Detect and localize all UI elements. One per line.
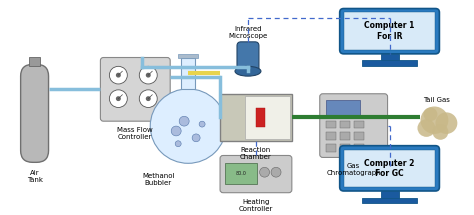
Circle shape xyxy=(171,126,181,136)
FancyBboxPatch shape xyxy=(220,155,292,193)
Text: Infrared
Microscope: Infrared Microscope xyxy=(228,26,268,39)
FancyBboxPatch shape xyxy=(237,42,259,71)
FancyBboxPatch shape xyxy=(100,58,170,121)
Bar xyxy=(340,144,350,152)
FancyBboxPatch shape xyxy=(340,146,439,191)
Circle shape xyxy=(146,73,151,78)
Text: Computer 2
For GC: Computer 2 For GC xyxy=(365,159,415,178)
Bar xyxy=(340,120,350,128)
Text: 80.0: 80.0 xyxy=(236,171,246,176)
Ellipse shape xyxy=(235,66,261,76)
Bar xyxy=(245,96,290,139)
Circle shape xyxy=(423,108,438,121)
Bar xyxy=(326,144,336,152)
Bar xyxy=(181,58,195,89)
Text: Air
Tank: Air Tank xyxy=(27,170,43,183)
Circle shape xyxy=(139,66,157,84)
Bar xyxy=(326,100,360,117)
Circle shape xyxy=(139,90,157,108)
Bar xyxy=(29,57,40,66)
Circle shape xyxy=(420,106,448,134)
Circle shape xyxy=(150,89,226,163)
Bar xyxy=(381,54,399,60)
Bar xyxy=(344,12,436,50)
Text: Computer 1
For IR: Computer 1 For IR xyxy=(365,22,415,41)
Circle shape xyxy=(116,73,121,78)
Circle shape xyxy=(199,121,205,127)
Bar xyxy=(340,132,350,140)
Text: Mass Flow
Controller: Mass Flow Controller xyxy=(118,127,153,140)
Circle shape xyxy=(175,141,181,147)
Bar xyxy=(354,120,364,128)
Bar xyxy=(362,198,417,203)
Bar xyxy=(326,132,336,140)
Circle shape xyxy=(271,167,281,177)
Circle shape xyxy=(436,112,457,134)
Circle shape xyxy=(432,124,448,140)
Bar xyxy=(354,132,364,140)
Circle shape xyxy=(179,116,189,126)
Text: Gas
Chromatograph: Gas Chromatograph xyxy=(326,163,381,176)
FancyBboxPatch shape xyxy=(21,64,48,162)
Text: Methanol
Bubbler: Methanol Bubbler xyxy=(142,173,174,186)
Bar xyxy=(220,94,292,141)
Bar xyxy=(381,191,399,198)
Circle shape xyxy=(109,90,128,108)
Circle shape xyxy=(116,96,121,101)
Bar xyxy=(354,144,364,152)
Circle shape xyxy=(146,96,151,101)
Bar xyxy=(256,108,264,127)
Circle shape xyxy=(109,66,128,84)
Text: Reaction
Chamber: Reaction Chamber xyxy=(240,147,272,160)
Bar xyxy=(362,60,417,66)
Text: Heating
Controller: Heating Controller xyxy=(239,199,273,212)
FancyBboxPatch shape xyxy=(320,94,388,157)
Circle shape xyxy=(260,167,270,177)
FancyBboxPatch shape xyxy=(340,9,439,54)
Text: Tail Gas: Tail Gas xyxy=(423,97,450,103)
Bar xyxy=(344,150,436,187)
Circle shape xyxy=(192,134,200,142)
Circle shape xyxy=(418,119,436,137)
Bar xyxy=(326,120,336,128)
Bar xyxy=(178,54,198,58)
Bar xyxy=(225,163,257,184)
